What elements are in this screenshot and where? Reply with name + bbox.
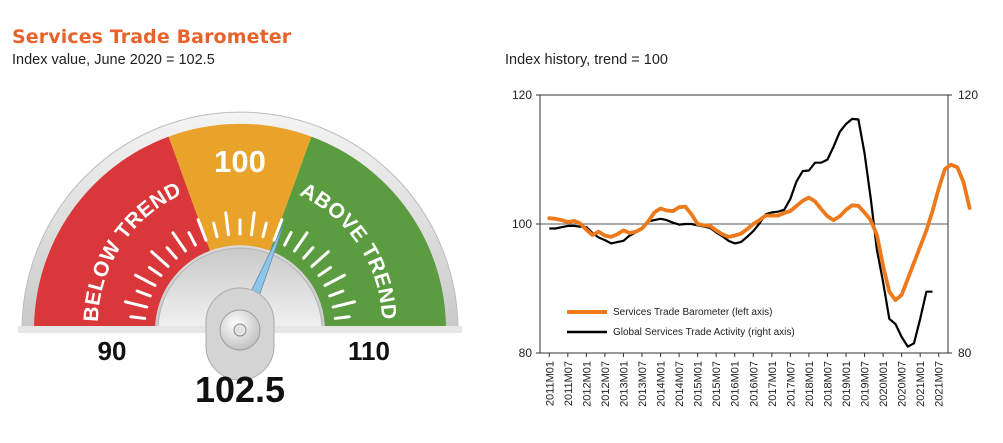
gauge-tick — [224, 211, 230, 237]
x-axis-tick-label: 2012M01 — [581, 361, 593, 407]
barometer-gauge: BELOW TREND ABOVE TREND 100 90 110 102.5 — [18, 111, 462, 410]
left-axis-tick-label: 100 — [512, 217, 532, 231]
gauge-tick — [331, 300, 357, 309]
x-axis: 2011M01 2011M07 2012M01 2012M07 2013M01 2013M… — [544, 353, 946, 407]
gauge-tick — [333, 315, 351, 320]
gauge-tick — [283, 231, 293, 247]
above-trend-sector — [270, 136, 447, 330]
gauge-tick — [165, 246, 178, 260]
right-axis-tick-label: 80 — [958, 346, 972, 360]
gauge-tick — [317, 266, 333, 277]
gauge-tick — [123, 300, 149, 309]
left-title: Services Trade Barometer — [12, 26, 292, 48]
x-axis-tick-label: 2011M01 — [544, 361, 556, 406]
gauge-tick — [272, 218, 284, 242]
x-axis-tick-label: 2013M01 — [618, 361, 630, 407]
chart-title: Index history, trend = 100 — [505, 52, 668, 68]
legend-label-barometer: Services Trade Barometer (left axis) — [613, 307, 773, 318]
right-axis-tick-label: 120 — [958, 88, 978, 102]
gauge-tick — [261, 221, 268, 239]
left-axis: 80 100 120 — [512, 88, 540, 360]
gauge-tick — [147, 266, 163, 277]
x-axis-tick-label: 2021M01 — [915, 361, 927, 407]
x-axis-tick-label: 2017M07 — [785, 361, 797, 407]
left-axis-tick-label: 120 — [512, 88, 532, 102]
x-axis-tick-label: 2015M01 — [693, 361, 705, 407]
gauge-tick — [328, 289, 345, 298]
gauge-tick — [302, 246, 315, 260]
x-axis-tick-label: 2016M01 — [730, 361, 742, 407]
x-axis-tick-label: 2011M07 — [563, 361, 575, 406]
gauge-tick — [250, 211, 256, 237]
x-axis-tick-label: 2021M07 — [934, 361, 946, 407]
x-axis-tick-label: 2020M01 — [878, 361, 890, 407]
trend-sector — [168, 123, 312, 251]
gauge-tick — [196, 218, 208, 242]
gauge-tick — [134, 273, 157, 287]
gauge-ticks — [123, 211, 357, 320]
left-axis-tick-label: 80 — [519, 346, 533, 360]
gauge-tick — [293, 231, 309, 253]
x-axis-tick-label: 2019M01 — [841, 361, 853, 407]
gauge-value-label: 102.5 — [195, 369, 285, 410]
x-axis-tick-label: 2016M07 — [748, 361, 760, 407]
gauge-max-label: 110 — [348, 336, 390, 366]
gauge-tick — [135, 289, 152, 298]
gauge-tick — [323, 273, 346, 287]
gauge-tick — [310, 250, 330, 268]
x-axis-tick-label: 2017M01 — [767, 361, 779, 407]
series-services-trade-barometer — [547, 162, 972, 302]
left-subtitle: Index value, June 2020 = 102.5 — [12, 52, 215, 68]
x-axis-tick-label: 2018M07 — [822, 361, 834, 407]
x-axis-tick-label: 2014M07 — [674, 361, 686, 407]
x-axis-tick-label: 2014M01 — [656, 361, 668, 407]
gauge-tick — [187, 231, 197, 247]
x-axis-tick-label: 2018M01 — [804, 361, 816, 407]
chart-legend: Services Trade Barometer (left axis) Glo… — [567, 307, 795, 338]
x-axis-tick-label: 2012M07 — [600, 361, 612, 407]
index-history-chart: 80 100 120 80 120 2011M01 2011M07 2012M01 2012… — [512, 88, 978, 407]
gauge-tick — [150, 250, 170, 268]
trend-label: 100 — [214, 144, 266, 179]
hub-center — [233, 323, 247, 337]
right-axis: 80 120 — [948, 88, 978, 360]
x-axis-tick-label: 2019M07 — [860, 361, 872, 407]
gauge-tick — [212, 221, 219, 239]
gauge-tick — [171, 231, 187, 253]
gauge-tick — [129, 315, 147, 320]
x-axis-tick-label: 2015M07 — [711, 361, 723, 407]
x-axis-tick-label: 2013M07 — [637, 361, 649, 407]
x-axis-tick-label: 2020M07 — [897, 361, 909, 407]
series-global-services-trade-activity — [549, 117, 933, 348]
below-trend-sector — [33, 136, 210, 330]
gauge-min-label: 90 — [98, 336, 127, 366]
legend-label-activity: Global Services Trade Activity (right ax… — [613, 327, 795, 338]
